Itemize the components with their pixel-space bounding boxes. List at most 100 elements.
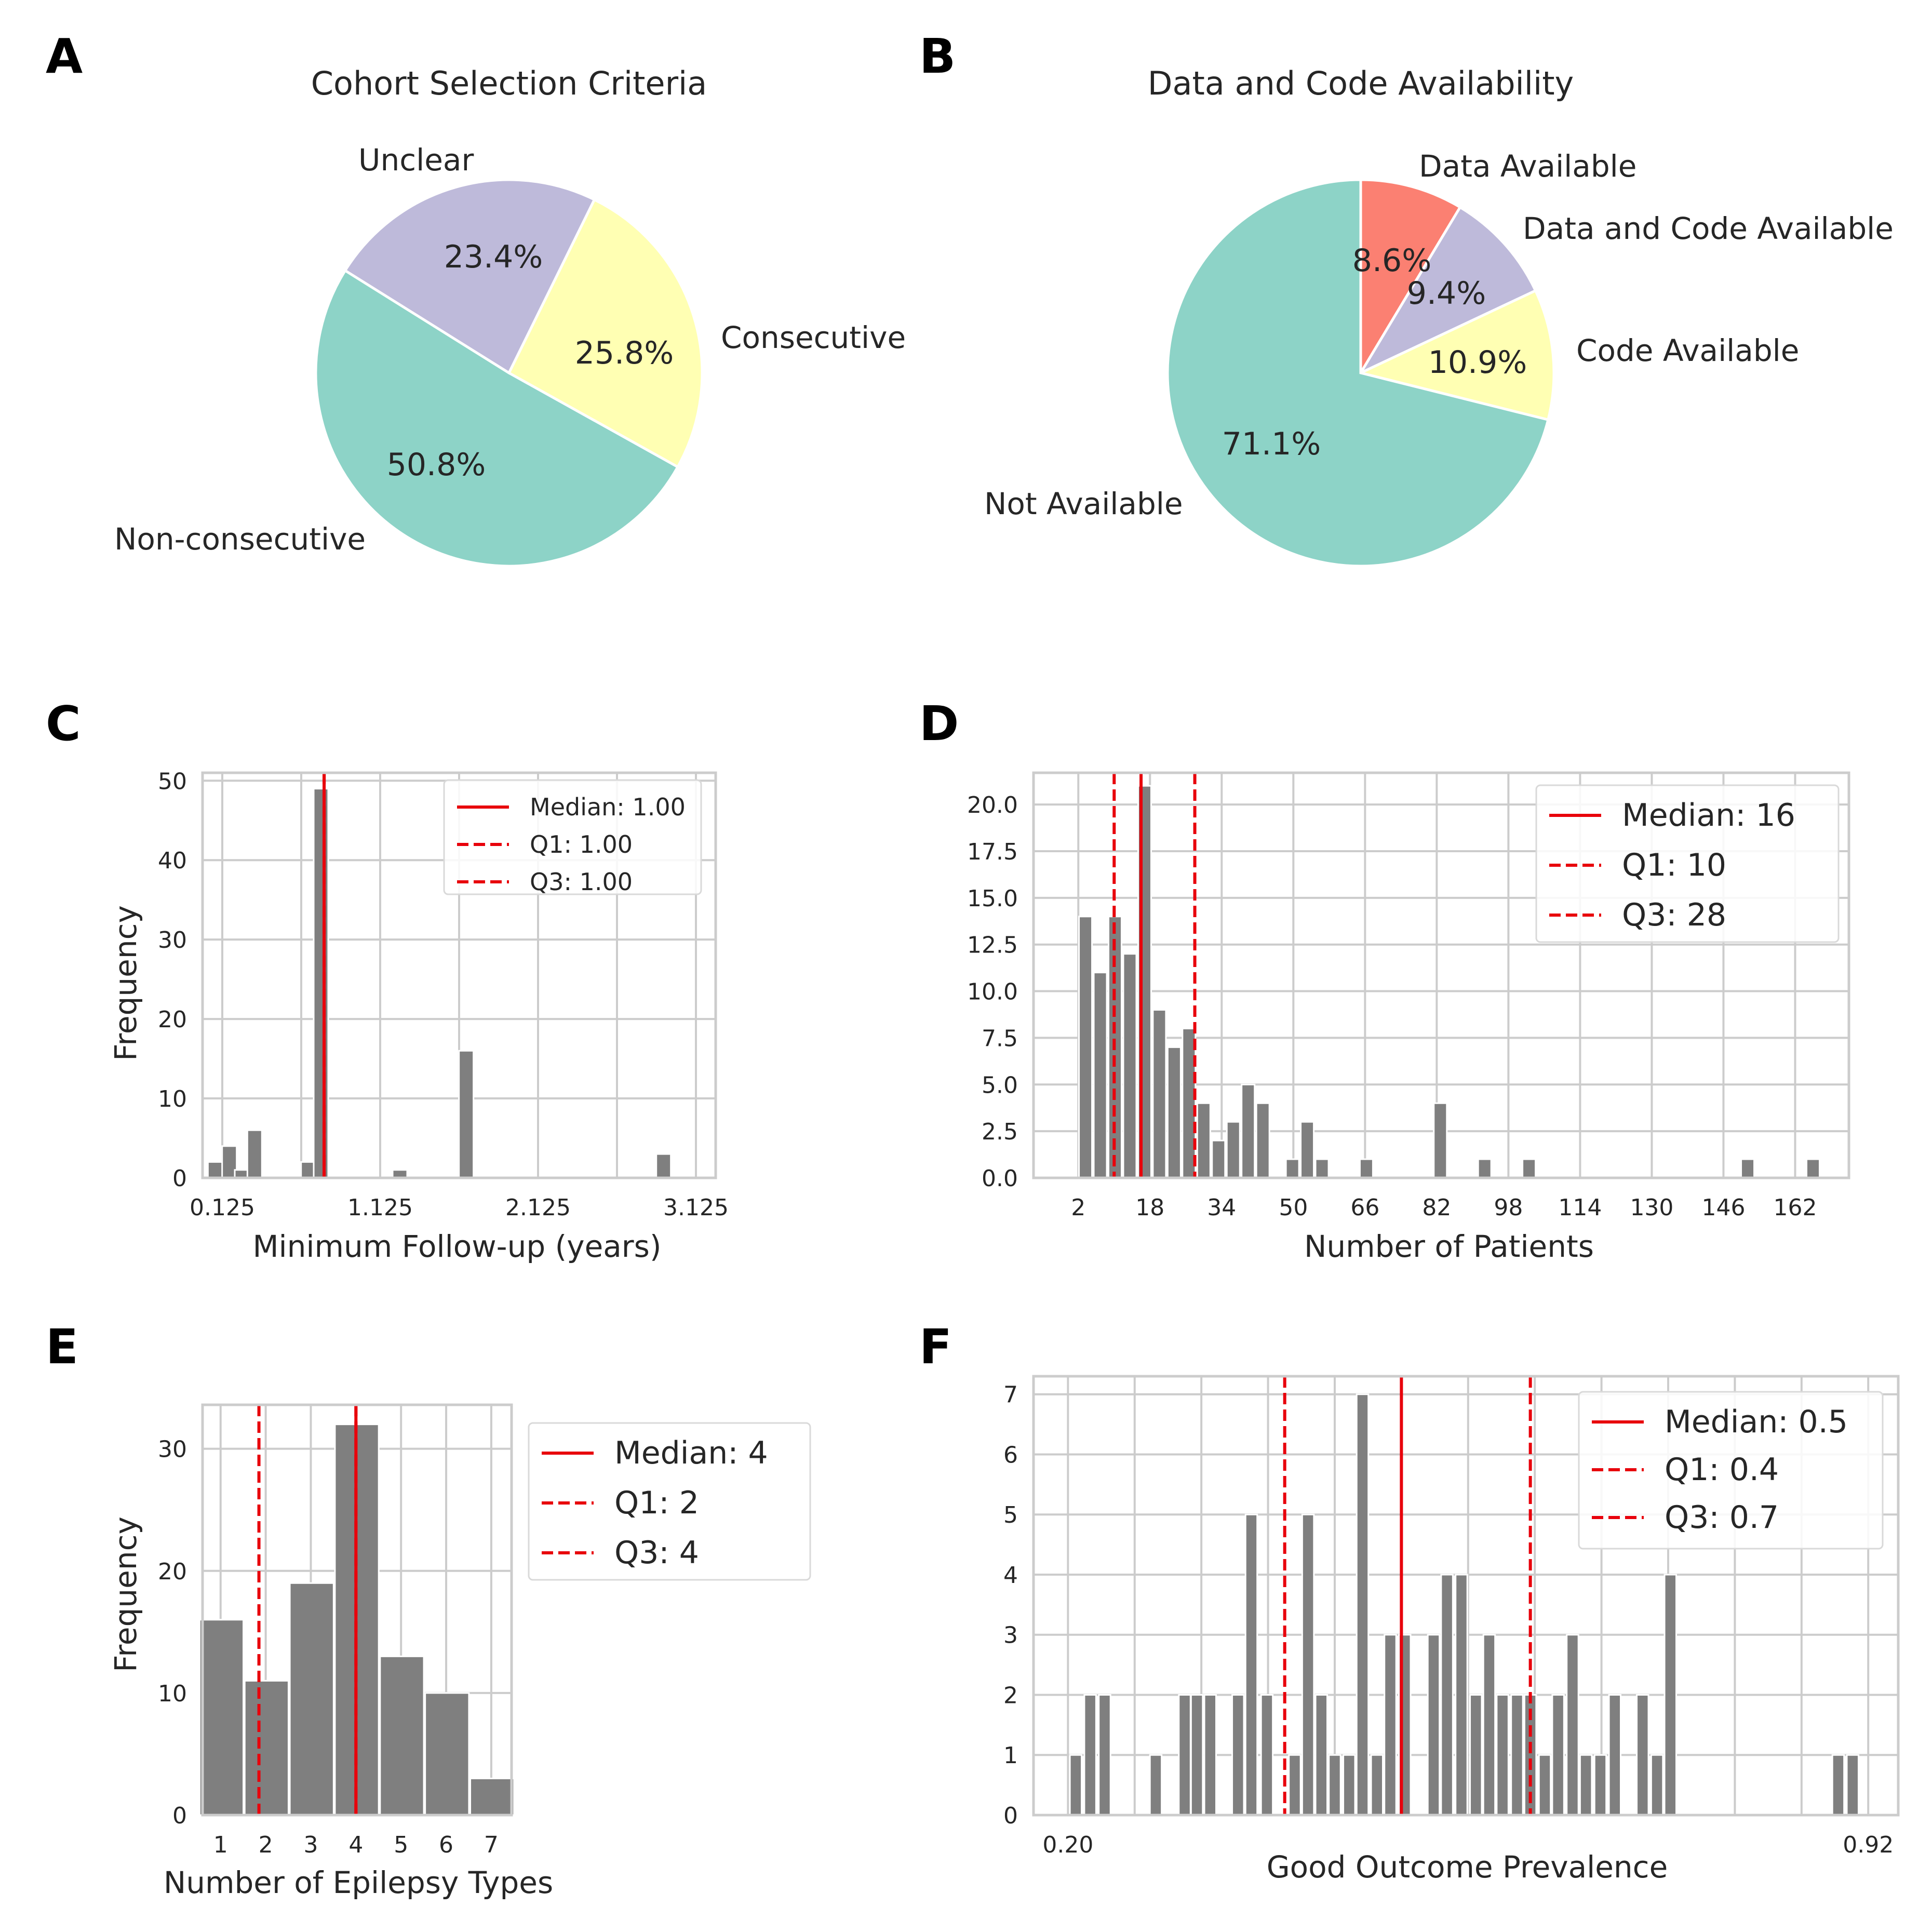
histogram-bar — [1608, 1694, 1622, 1816]
histogram-bar — [289, 1582, 334, 1816]
histogram-bar — [1328, 1754, 1341, 1816]
x-tick-label: 2 — [259, 1832, 273, 1858]
x-tick-label: 3 — [303, 1832, 318, 1858]
panel-letter-a: A — [46, 29, 83, 84]
histogram-bar — [1538, 1754, 1552, 1816]
legend-entry: Median: 4 — [614, 1435, 768, 1471]
y-tick-label: 7 — [1003, 1382, 1018, 1408]
legend-box — [528, 1422, 811, 1581]
histogram-bar — [198, 1619, 245, 1816]
y-axis-label: Frequency — [108, 905, 143, 1061]
axes-frame — [201, 1403, 513, 1817]
legend: Median: 4 Q1: 2 Q3: 4 — [528, 1422, 811, 1581]
histogram-bar — [1285, 1158, 1300, 1179]
histogram-bar — [1166, 1046, 1182, 1179]
legend-entry: Median: 16 — [1622, 797, 1795, 834]
histogram-bar — [221, 1145, 238, 1179]
pie-slice-code-available — [1357, 289, 1555, 422]
histogram-bar — [1078, 916, 1093, 1179]
histogram-bar — [1440, 1574, 1454, 1816]
histogram-bar — [244, 1680, 289, 1816]
histogram-bar — [1241, 1083, 1256, 1179]
panel-letter-b: B — [919, 29, 956, 84]
y-tick-label: 5.0 — [982, 1072, 1018, 1098]
histogram-bar — [469, 1777, 515, 1816]
slice-label-data-code-available: Data and Code Available — [1523, 211, 1894, 246]
histogram-bar — [1455, 1574, 1468, 1816]
legend-entry: Median: 0.5 — [1665, 1404, 1848, 1440]
legend-entry: Q1: 0.4 — [1665, 1452, 1779, 1488]
histogram-bar — [1356, 1393, 1370, 1816]
histogram-bar — [1482, 1634, 1496, 1816]
pie-slice-data-and-code-available — [1357, 205, 1537, 376]
legend-entry: Q1: 10 — [1622, 847, 1726, 883]
x-tick-label: 1 — [213, 1832, 228, 1858]
y-tick-label: 1 — [1003, 1742, 1018, 1769]
x-axis-label: Number of Patients — [1304, 1229, 1594, 1264]
histogram-bar — [1178, 1694, 1191, 1816]
x-tick-label: 130 — [1630, 1194, 1673, 1221]
histogram-bar — [1579, 1754, 1593, 1816]
slice-label-code-available: Code Available — [1576, 333, 1799, 368]
y-tick-label: 30 — [158, 1436, 187, 1463]
x-tick-label: 114 — [1558, 1194, 1602, 1221]
histogram-bar — [1149, 1754, 1163, 1816]
histogram-bar — [1288, 1754, 1302, 1816]
legend-entry: Q3: 0.7 — [1665, 1499, 1779, 1536]
slice-pct-not-available: 71.1% — [1222, 426, 1321, 462]
histogram-bar — [1314, 1694, 1329, 1816]
x-tick-label: 3.125 — [663, 1194, 729, 1221]
legend-entry: Q3: 1.00 — [530, 868, 633, 896]
slice-pct-consecutive: 25.8% — [575, 335, 674, 371]
histogram-bar — [1069, 1754, 1083, 1816]
y-tick-label: 20 — [158, 1559, 187, 1585]
histogram-bar — [458, 1050, 475, 1179]
axes-frame — [1032, 771, 1850, 1179]
panel-letter-f: F — [919, 1319, 952, 1375]
histogram-bar — [1314, 1158, 1330, 1179]
pie-slice-consecutive — [507, 197, 704, 469]
y-tick-label: 10 — [158, 1681, 187, 1707]
legend-entry: Median: 1.00 — [530, 793, 686, 821]
legend-entry: Q3: 4 — [614, 1535, 699, 1571]
x-tick-label: 2.125 — [505, 1194, 571, 1221]
pie-chart-data-code-availability: Data and Code Availability Data Availabl… — [984, 64, 1894, 568]
x-tick-label: 0.92 — [1843, 1832, 1894, 1858]
histogram-bar — [424, 1692, 470, 1816]
x-tick-label: 98 — [1494, 1194, 1523, 1221]
x-tick-label: 146 — [1701, 1194, 1745, 1221]
histogram-bar — [1203, 1694, 1217, 1816]
x-tick-label: 0.125 — [190, 1194, 255, 1221]
legend-box — [1535, 784, 1840, 943]
histogram-bar — [1477, 1158, 1492, 1179]
histogram-bar — [1846, 1754, 1859, 1816]
histogram-bar — [1650, 1754, 1664, 1816]
legend: Median: 0.5 Q1: 0.4 Q3: 0.7 — [1578, 1391, 1884, 1550]
x-tick-label: 6 — [439, 1832, 453, 1858]
histogram-bar — [1255, 1102, 1270, 1179]
y-tick-label: 7.5 — [982, 1025, 1018, 1052]
histogram-bar — [1663, 1574, 1678, 1816]
pie-chart-cohort-selection: Cohort Selection Criteria Non-consecutiv… — [114, 64, 906, 568]
histogram-bar — [1343, 1754, 1356, 1816]
y-tick-label: 0 — [172, 1803, 187, 1829]
x-tick-label: 2 — [1071, 1194, 1085, 1221]
histogram-bar — [313, 788, 329, 1179]
chart-title: Cohort Selection Criteria — [311, 64, 707, 102]
y-tick-label: 50 — [158, 768, 187, 795]
histogram-bar — [1231, 1694, 1245, 1816]
y-tick-label: 20.0 — [967, 792, 1018, 818]
pie-slice-non-consecutive — [314, 268, 680, 568]
histogram-bar — [1359, 1158, 1374, 1179]
histogram-bar — [1740, 1158, 1755, 1179]
y-tick-label: 17.5 — [967, 839, 1018, 865]
legend-entry: Q1: 1.00 — [530, 830, 633, 858]
slice-label-non-consecutive: Non-consecutive — [114, 521, 366, 557]
x-axis-label: Number of Epilepsy Types — [164, 1865, 553, 1900]
x-tick-label: 34 — [1207, 1194, 1236, 1221]
histogram-bar — [1244, 1513, 1258, 1816]
histogram-bar — [1433, 1102, 1448, 1179]
x-tick-label: 0.20 — [1042, 1832, 1093, 1858]
